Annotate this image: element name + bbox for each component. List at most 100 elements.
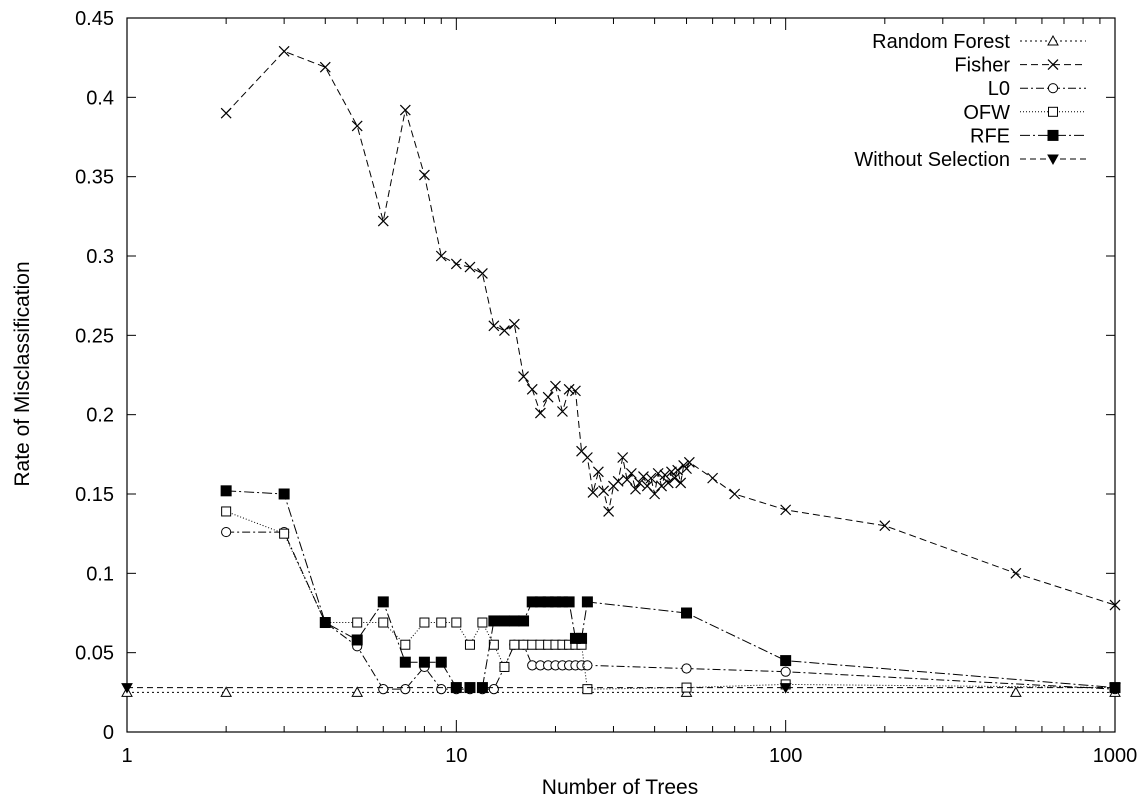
data-point-ofw <box>477 617 488 628</box>
cross-stroke <box>581 452 593 463</box>
cross-stroke <box>1109 599 1121 611</box>
x-axis-label: Number of Trees <box>542 776 698 797</box>
data-point-ofw <box>582 684 593 695</box>
cross-stroke <box>707 472 719 484</box>
data-point-fisher <box>707 472 719 484</box>
y-tick-label: 0.35 <box>75 167 114 189</box>
cross-stroke <box>645 472 657 484</box>
data-point-rfe <box>498 615 510 627</box>
data-point-rfe <box>563 596 575 608</box>
data-point-fisher <box>377 215 389 227</box>
y-tick-label: 0.2 <box>86 405 114 427</box>
cross-stroke <box>488 320 500 332</box>
cross-stroke <box>675 477 687 489</box>
data-point-fisher <box>351 120 363 132</box>
cross-stroke <box>587 486 599 498</box>
data-point-rfe <box>278 488 290 500</box>
series-l0 <box>221 526 1121 695</box>
data-point-fisher <box>450 258 462 270</box>
data-point-fisher <box>1010 567 1022 579</box>
data-point-rfe <box>681 607 693 619</box>
data-point-fisher <box>550 380 561 392</box>
data-point-l0 <box>400 684 411 695</box>
cross-stroke <box>570 385 581 397</box>
legend-marker-ofw <box>1048 106 1058 117</box>
data-point-fisher <box>418 169 430 181</box>
legend-label-l0: L0 <box>988 78 1010 100</box>
cross-stroke <box>499 325 510 336</box>
data-point-fisher <box>435 250 447 262</box>
cross-stroke <box>634 477 645 489</box>
data-point-ofw <box>527 639 538 650</box>
x-tick-label: 1 <box>121 745 132 767</box>
cross-stroke <box>659 469 671 481</box>
x-tick-label: 10 <box>445 745 467 767</box>
cross-stroke <box>399 104 411 116</box>
data-point-fisher <box>526 383 538 395</box>
data-point-without-selection <box>779 683 792 694</box>
cross-stroke <box>592 466 604 478</box>
cross-stroke <box>576 445 587 457</box>
y-tick-label: 0.15 <box>75 484 114 506</box>
data-point-fisher <box>518 371 529 383</box>
cross-stroke <box>617 452 629 463</box>
cross-stroke <box>518 371 529 383</box>
data-point-rfe <box>418 656 430 668</box>
cross-stroke <box>681 463 692 475</box>
cross-stroke <box>683 456 695 468</box>
data-point-ofw <box>400 639 411 650</box>
series-line-fisher <box>225 50 1116 606</box>
data-point-l0 <box>681 663 692 674</box>
data-point-fisher <box>652 467 664 479</box>
data-point-fisher <box>557 406 568 417</box>
data-point-fisher <box>617 452 629 463</box>
legend-label-ofw: OFW <box>963 102 1010 124</box>
data-point-fisher <box>603 506 615 517</box>
data-point-l0 <box>378 684 389 695</box>
x-tick-label: 100 <box>769 745 802 767</box>
data-point-rfe <box>576 632 588 644</box>
legend-marker-l0 <box>1047 83 1059 94</box>
data-point-fisher <box>675 477 687 489</box>
cross-stroke <box>534 407 546 419</box>
legend-marker-fisher <box>1047 59 1059 71</box>
data-point-ofw <box>419 617 430 628</box>
cross-stroke <box>612 475 624 487</box>
cross-stroke <box>1010 567 1022 579</box>
data-point-rfe <box>508 615 520 627</box>
series-fisher <box>220 45 1121 611</box>
legend-label-fisher: Fisher <box>954 55 1010 77</box>
data-point-fisher <box>542 391 554 403</box>
plot-frame <box>126 17 1116 733</box>
cross-stroke <box>464 261 476 273</box>
plot-border <box>126 17 1116 733</box>
cross-stroke <box>662 477 674 489</box>
data-point-fisher <box>598 485 610 497</box>
legend-label-random-forest: Random Forest <box>872 31 1010 53</box>
data-point-fisher <box>683 456 695 468</box>
data-point-fisher <box>649 488 661 500</box>
data-point-l0 <box>582 660 593 671</box>
data-point-fisher <box>625 467 637 479</box>
data-point-fisher <box>621 474 633 486</box>
cross-stroke <box>319 61 331 73</box>
data-point-ofw <box>518 639 529 650</box>
data-point-ofw <box>279 528 290 539</box>
cross-stroke <box>476 268 488 279</box>
legend-label-rfe: RFE <box>970 125 1010 147</box>
cross-stroke <box>220 107 232 119</box>
y-tick-label: 0.45 <box>75 8 114 30</box>
data-point-l0 <box>488 684 499 695</box>
data-point-ofw <box>499 661 510 672</box>
data-point-l0 <box>436 684 447 695</box>
data-point-fisher <box>488 320 500 332</box>
cross-stroke <box>666 466 677 478</box>
data-point-fisher <box>587 486 599 498</box>
data-point-fisher <box>464 261 476 273</box>
cross-stroke <box>278 45 290 57</box>
cross-stroke <box>669 472 681 484</box>
cross-stroke <box>526 383 538 395</box>
data-point-random-forest <box>351 686 364 697</box>
axes: 0 0.05 0.1 0.15 0.2 0.25 0.3 0.35 0.4 0.45 1 10 100 1… <box>75 8 1137 767</box>
cross-stroke <box>879 520 891 532</box>
